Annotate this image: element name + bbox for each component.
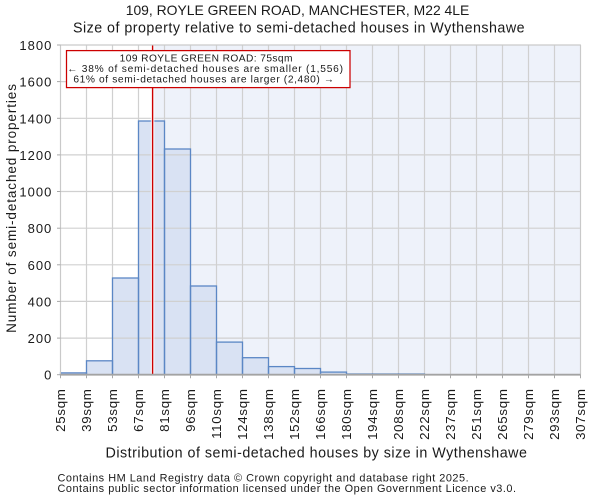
- svg-text:25sqm: 25sqm: [53, 388, 68, 431]
- svg-text:222sqm: 222sqm: [417, 388, 432, 440]
- svg-text:109 ROYLE GREEN ROAD: 75sqm: 109 ROYLE GREEN ROAD: 75sqm: [120, 53, 293, 64]
- svg-text:1200: 1200: [19, 148, 52, 163]
- svg-text:← 38% of semi-detached houses: ← 38% of semi-detached houses are smalle…: [67, 64, 344, 75]
- svg-text:0: 0: [44, 368, 52, 383]
- svg-text:279sqm: 279sqm: [521, 388, 536, 440]
- svg-text:800: 800: [28, 221, 53, 236]
- svg-text:200: 200: [28, 331, 53, 346]
- svg-text:Distribution of semi-detached: Distribution of semi-detached houses by …: [106, 446, 528, 462]
- svg-text:600: 600: [28, 258, 53, 273]
- svg-text:152sqm: 152sqm: [287, 388, 302, 440]
- svg-text:Size of property relative to s: Size of property relative to semi-detach…: [73, 21, 525, 37]
- svg-text:1400: 1400: [19, 111, 52, 126]
- svg-text:166sqm: 166sqm: [313, 388, 328, 440]
- svg-text:Contains public sector informa: Contains public sector information licen…: [58, 483, 517, 495]
- svg-text:208sqm: 208sqm: [391, 388, 406, 440]
- svg-text:138sqm: 138sqm: [261, 388, 276, 440]
- svg-text:124sqm: 124sqm: [235, 388, 250, 440]
- svg-text:237sqm: 237sqm: [443, 388, 458, 440]
- svg-text:194sqm: 194sqm: [365, 388, 380, 440]
- svg-text:39sqm: 39sqm: [79, 388, 94, 431]
- svg-text:1800: 1800: [19, 38, 52, 53]
- svg-text:265sqm: 265sqm: [495, 388, 510, 440]
- svg-text:1600: 1600: [19, 75, 52, 90]
- svg-text:1000: 1000: [19, 185, 52, 200]
- svg-text:67sqm: 67sqm: [131, 388, 146, 431]
- svg-text:Contains HM Land Registry data: Contains HM Land Registry data © Crown c…: [58, 472, 470, 484]
- svg-text:61% of semi-detached houses ar: 61% of semi-detached houses are larger (…: [73, 75, 334, 86]
- svg-text:293sqm: 293sqm: [547, 388, 562, 440]
- svg-text:109, ROYLE GREEN ROAD, MANCHES: 109, ROYLE GREEN ROAD, MANCHESTER, M22 4…: [126, 2, 470, 18]
- svg-text:81sqm: 81sqm: [157, 388, 172, 431]
- svg-text:Number of semi-detached proper: Number of semi-detached properties: [4, 83, 19, 333]
- svg-text:110sqm: 110sqm: [209, 388, 224, 439]
- svg-text:96sqm: 96sqm: [183, 388, 198, 431]
- svg-text:251sqm: 251sqm: [469, 388, 484, 440]
- svg-text:307sqm: 307sqm: [573, 388, 588, 440]
- svg-text:400: 400: [28, 294, 53, 309]
- svg-text:180sqm: 180sqm: [339, 388, 354, 440]
- svg-text:53sqm: 53sqm: [105, 388, 120, 431]
